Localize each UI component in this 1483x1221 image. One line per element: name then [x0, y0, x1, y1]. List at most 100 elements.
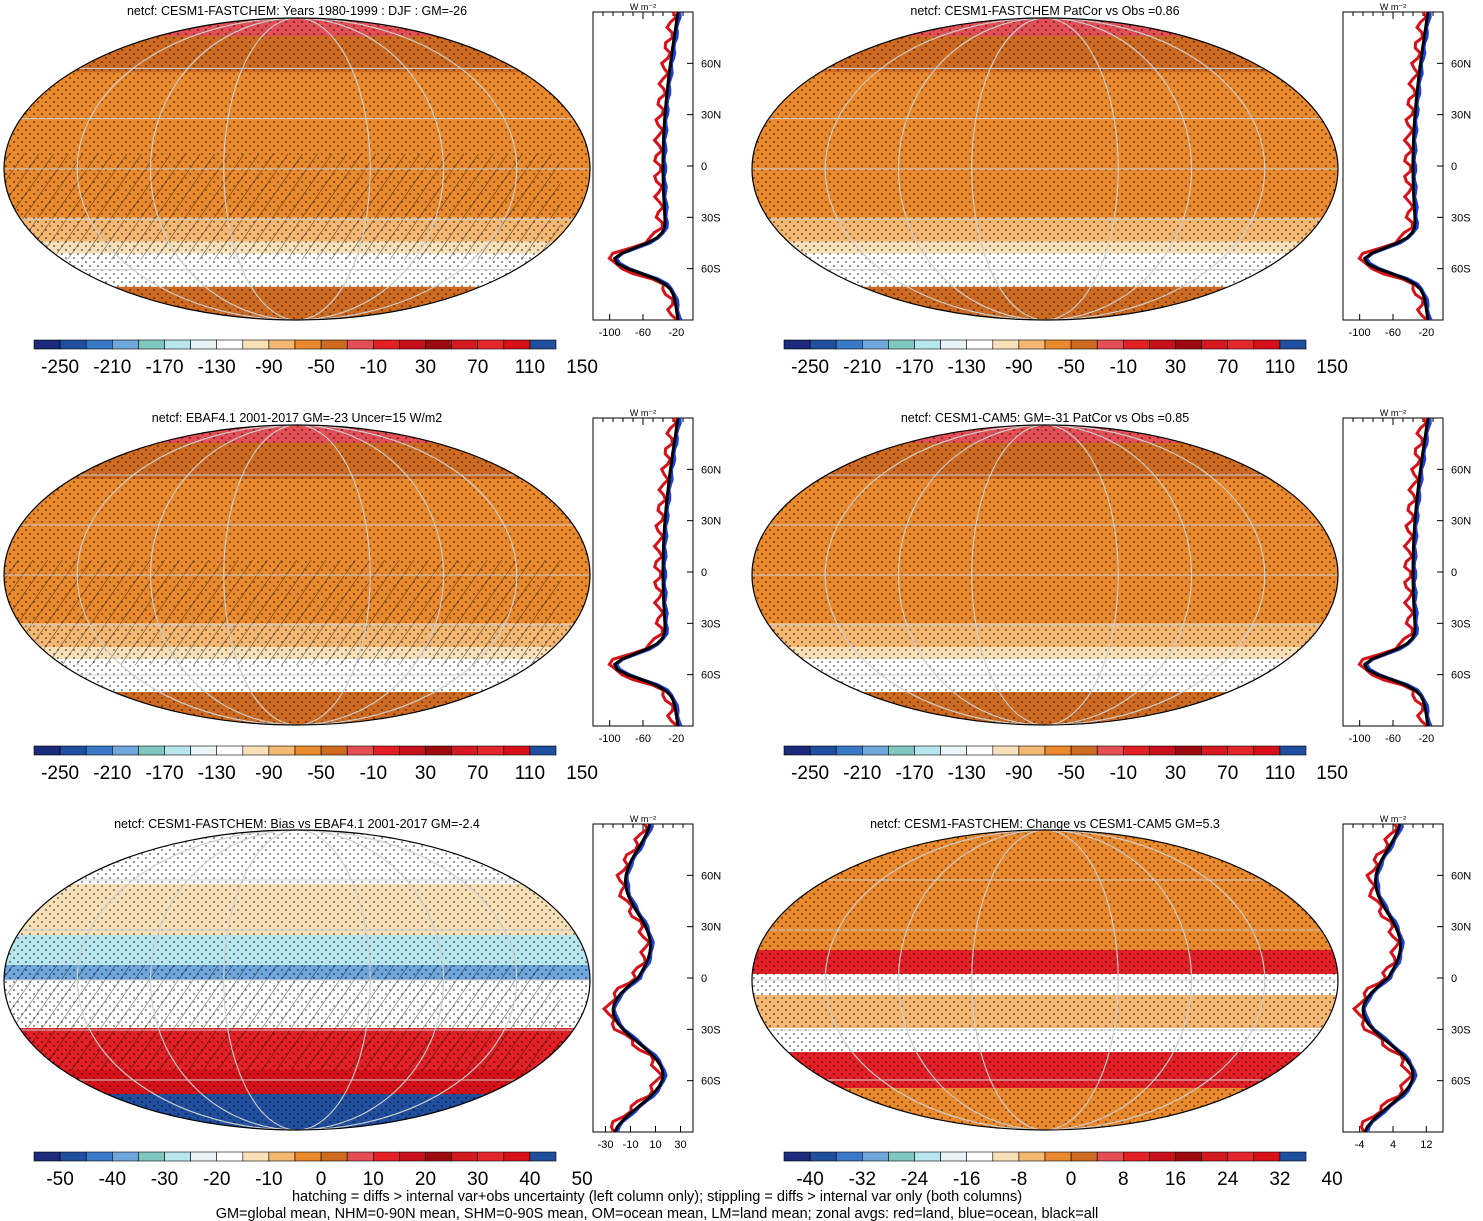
colorbar-swatch	[320, 339, 348, 350]
colorbar-label: -250	[791, 763, 829, 784]
lat-label: 30S	[1451, 212, 1471, 224]
colorbar-swatch	[940, 1151, 967, 1162]
colorbar-swatch	[33, 339, 61, 350]
all-zonal-line	[1362, 11, 1430, 321]
colorbar-swatch	[85, 339, 113, 350]
colorbar-swatch	[940, 745, 967, 756]
colorbar-swatch	[138, 745, 165, 756]
colorbar-swatch	[1044, 745, 1072, 756]
lat-label: 60N	[1451, 58, 1471, 70]
lat-label: 0	[701, 973, 707, 985]
colorbar-label: -10	[1110, 357, 1137, 378]
longitude-line	[824, 830, 1266, 1130]
colorbar-swatch	[861, 1151, 889, 1162]
x-tick-label: -30	[598, 1139, 614, 1151]
colorbar-swatch	[1149, 339, 1176, 350]
panel-title: netcf: CESM1-CAM5: GM=-31 PatCor vs Obs …	[901, 411, 1189, 425]
colorbar-swatch	[294, 339, 322, 350]
colorbar-swatch	[477, 1151, 505, 1162]
x-tick-label: -60	[1385, 327, 1401, 339]
zonal-unit: W m⁻²	[630, 2, 656, 12]
colorbar-swatch	[809, 745, 837, 756]
colorbar-label: -40	[796, 1169, 823, 1190]
colorbar-swatch	[425, 339, 452, 350]
colorbar-label: 40	[519, 1169, 540, 1190]
zonal-mean-plot: W m⁻² 60N 30N 0 30S 60S -100 -60 -20	[592, 408, 721, 745]
colorbar-label: -170	[895, 763, 933, 784]
colorbar-swatch	[992, 339, 1020, 350]
colorbar-swatch	[294, 745, 322, 756]
zonal-mean-plot: W m⁻² 60N 30N 0 30S 60S -30 -10 10 30	[592, 814, 721, 1151]
colorbar-swatch	[940, 339, 967, 350]
all-zonal-line	[1361, 823, 1415, 1133]
colorbar-swatch	[242, 339, 270, 350]
colorbar-label: 150	[1316, 763, 1348, 784]
colorbar-label: -130	[198, 357, 236, 378]
longitude-line	[824, 18, 1266, 320]
colorbar-label: -8	[1010, 1169, 1027, 1190]
colorbar-swatch	[477, 745, 505, 756]
lat-label: 0	[1451, 973, 1457, 985]
colorbar-label: -130	[198, 763, 236, 784]
colorbar-swatch	[320, 1151, 348, 1162]
colorbar-swatch	[399, 1151, 426, 1162]
colorbar-swatch	[503, 1151, 531, 1162]
land-zonal-line	[607, 11, 679, 322]
colorbar-swatch	[966, 1151, 994, 1162]
all-zonal-line	[611, 823, 665, 1133]
colorbar-swatch	[138, 1151, 165, 1162]
x-tick-label: -100	[599, 733, 621, 745]
colorbar-swatch	[33, 1151, 61, 1162]
colorbar-label: 70	[467, 763, 488, 784]
land-zonal-line	[1351, 823, 1415, 1133]
land-zonal-line	[607, 417, 679, 728]
colorbar-swatch	[1175, 745, 1202, 756]
colorbar-swatch	[529, 1151, 557, 1162]
zonal-unit: W m⁻²	[630, 814, 656, 824]
longitude-line	[223, 425, 371, 725]
colorbar-label: -24	[901, 1169, 929, 1190]
colorbar-swatch	[861, 339, 889, 350]
colorbar-swatch	[164, 339, 191, 350]
colorbar-swatch	[112, 1151, 139, 1162]
footer-line-1: hatching = diffs > internal var+obs unce…	[292, 1189, 1022, 1205]
colorbar-label: 32	[1269, 1169, 1290, 1190]
colorbar-swatch	[451, 1151, 479, 1162]
colorbar-swatch	[914, 339, 941, 350]
colorbar-swatch	[216, 339, 244, 350]
colorbar-label: -50	[1057, 357, 1084, 378]
lat-label: 30S	[701, 618, 721, 630]
colorbar-label: 110	[515, 357, 545, 378]
colorbar-label: 50	[572, 1169, 593, 1190]
colorbar-label: 30	[1165, 357, 1186, 378]
colorbar-swatch	[372, 745, 400, 756]
colorbar-swatch	[164, 745, 191, 756]
colorbar-swatch	[1096, 1151, 1124, 1162]
colorbar-label: 24	[1217, 1169, 1239, 1190]
colorbar-label: 70	[467, 357, 488, 378]
zonal-unit: W m⁻²	[630, 408, 656, 418]
colorbar-swatch	[835, 745, 863, 756]
longitude-line	[898, 425, 1192, 725]
colorbar-swatch	[268, 339, 296, 350]
lat-label: 30S	[1451, 1024, 1471, 1036]
longitude-line	[150, 18, 444, 320]
colorbar-label: -10	[1110, 763, 1137, 784]
colorbar-swatch	[1279, 339, 1307, 350]
colorbar-swatch	[1044, 339, 1072, 350]
x-tick-label: -20	[668, 327, 684, 339]
colorbar-label: -50	[1057, 763, 1084, 784]
lat-label: 30N	[701, 516, 721, 528]
lat-label: 30S	[701, 1024, 721, 1036]
colorbar-swatch	[425, 1151, 452, 1162]
colorbar-swatch	[1070, 339, 1098, 350]
lat-label: 60S	[1451, 670, 1471, 682]
longitude-line	[971, 830, 1119, 1130]
colorbar-label: -20	[203, 1169, 230, 1190]
zonal-unit: W m⁻²	[1380, 2, 1406, 12]
x-tick-label: -20	[668, 733, 684, 745]
colorbar-swatch	[1018, 745, 1046, 756]
map-border	[751, 17, 1339, 321]
lat-label: 0	[701, 567, 707, 579]
colorbar-label: -90	[1005, 763, 1032, 784]
